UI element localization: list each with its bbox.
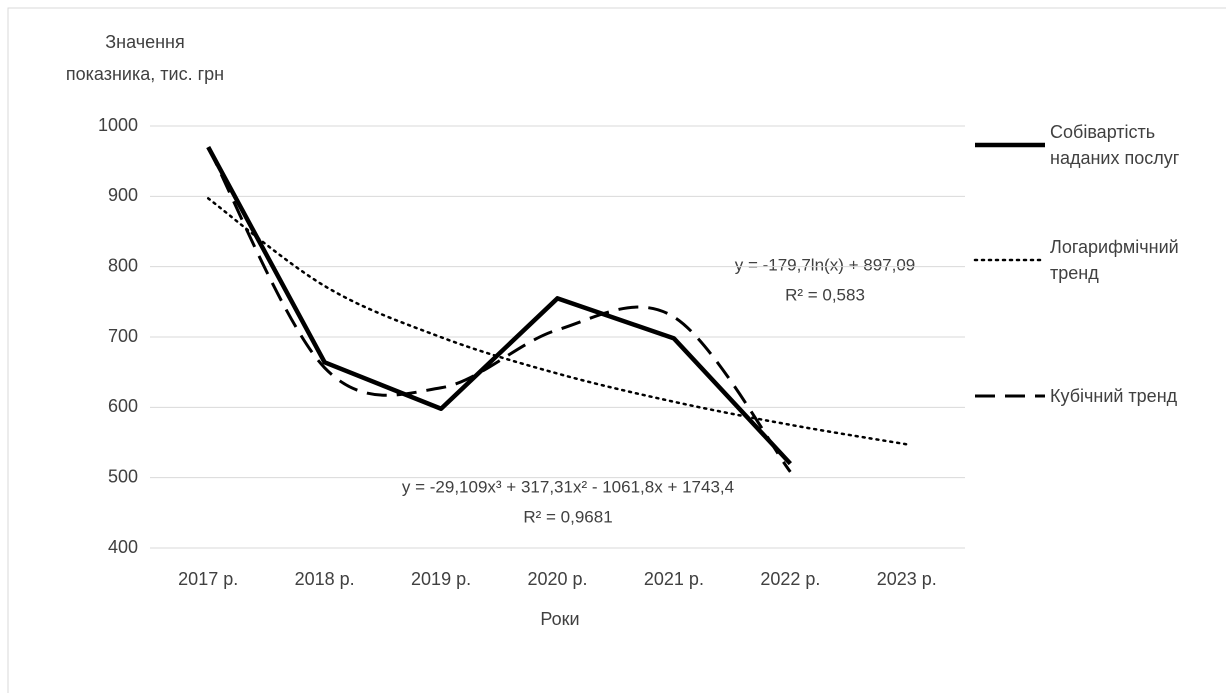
annotation: y = -179,7ln(x) + 897,09: [735, 255, 916, 274]
series-line: [206, 197, 909, 446]
y-tick-label: 400: [108, 537, 138, 557]
legend-label: Логарифмічний тренд: [1050, 237, 1179, 283]
legend-label: Собівартість наданих послуг: [1050, 122, 1180, 168]
annotation: R² = 0,583: [785, 285, 865, 304]
y-tick-label: 1000: [98, 115, 138, 135]
x-tick-label: 2020 р.: [527, 569, 587, 589]
x-tick-label: 2018 р.: [295, 569, 355, 589]
y-tick-label: 800: [108, 255, 138, 275]
x-tick-label: 2023 р.: [877, 569, 937, 589]
y-tick-label: 500: [108, 466, 138, 486]
legend-label: Кубічний тренд: [1050, 386, 1178, 406]
y-axis-label: Значення: [105, 32, 184, 52]
y-tick-label: 900: [108, 185, 138, 205]
series-line: [206, 146, 792, 473]
annotation: R² = 0,9681: [523, 507, 612, 526]
x-tick-label: 2022 р.: [760, 569, 820, 589]
y-axis-label: показника, тис. грн: [66, 64, 224, 84]
annotation: y = -29,109x³ + 317,31x² - 1061,8x + 174…: [402, 477, 734, 496]
series-line: [206, 146, 793, 466]
x-tick-label: 2017 р.: [178, 569, 238, 589]
x-tick-label: 2019 р.: [411, 569, 471, 589]
x-axis-label: Роки: [540, 609, 579, 629]
x-tick-label: 2021 р.: [644, 569, 704, 589]
chart-border: [7, 7, 1226, 693]
y-tick-label: 700: [108, 326, 138, 346]
y-tick-label: 600: [108, 396, 138, 416]
